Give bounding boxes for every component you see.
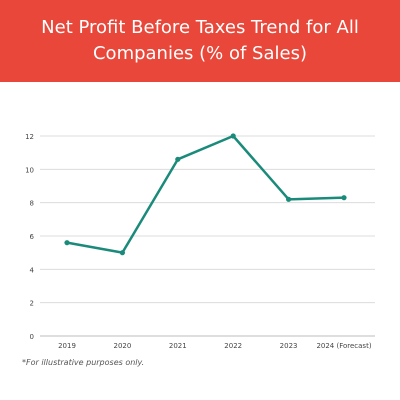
series-line [65, 134, 346, 254]
data-point [64, 240, 70, 246]
chart-title: Net Profit Before Taxes Trend for All Co… [41, 17, 359, 64]
footnote: *For illustrative purposes only. [22, 358, 145, 367]
y-tick-label: 12 [25, 133, 34, 141]
x-tick-label: 2021 [169, 342, 187, 350]
x-tick-label: 2023 [280, 342, 298, 350]
x-tick-label: 2022 [224, 342, 242, 350]
data-point [341, 195, 347, 201]
y-tick-label: 4 [30, 266, 35, 274]
y-tick-label: 6 [30, 233, 35, 241]
y-tick-label: 0 [30, 333, 34, 341]
x-tick-label: 2024 (Forecast) [316, 342, 371, 350]
x-tick-label: 2020 [113, 342, 131, 350]
data-point [119, 250, 125, 256]
y-tick-label: 2 [30, 300, 34, 308]
data-point [230, 133, 236, 139]
data-point [286, 196, 292, 202]
y-tick-label: 8 [30, 200, 34, 208]
title-banner: Net Profit Before Taxes Trend for All Co… [0, 0, 400, 82]
y-tick-label: 10 [25, 166, 34, 174]
x-tick-label: 2019 [58, 342, 76, 350]
data-point [175, 156, 181, 162]
